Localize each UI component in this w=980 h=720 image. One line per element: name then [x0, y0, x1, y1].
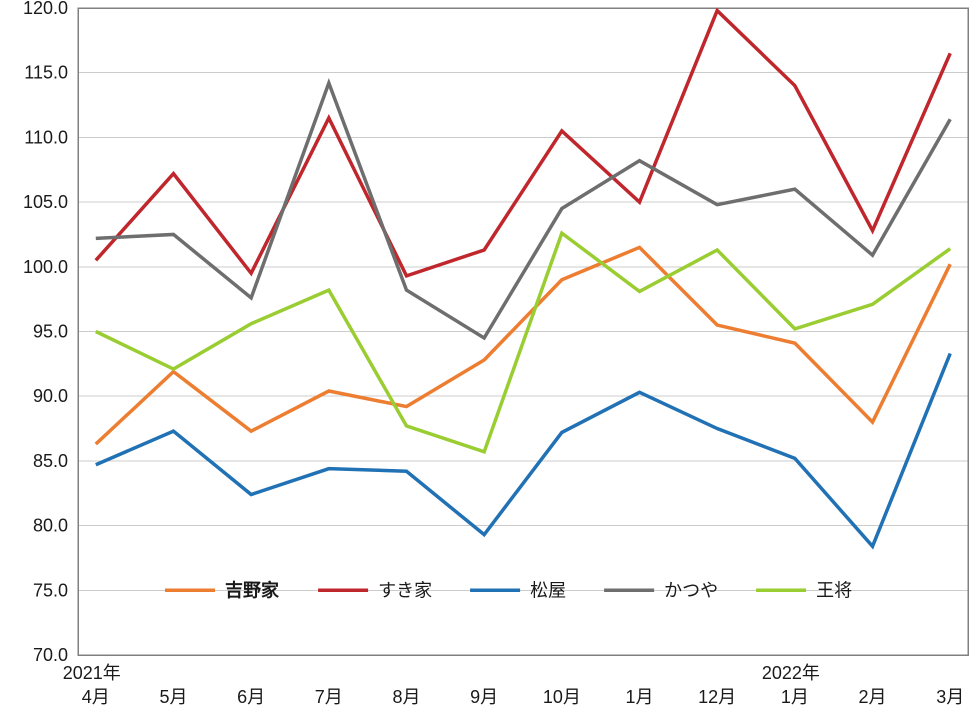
x-tick-label-month: 5月: [159, 687, 187, 707]
y-tick-label: 95.0: [33, 322, 68, 342]
x-tick-label-month: 1月: [781, 687, 809, 707]
x-tick-label-year: 2021年: [63, 663, 121, 683]
x-tick-label-month: 4月: [82, 687, 110, 707]
y-tick-label: 105.0: [23, 192, 68, 212]
legend-label: すき家: [378, 581, 432, 601]
y-tick-label: 85.0: [33, 451, 68, 471]
x-tick-label-month: 2月: [859, 687, 887, 707]
x-tick-label-month: 6月: [237, 687, 265, 707]
x-tick-label-month: 12月: [698, 687, 736, 707]
chart-canvas: 70.0 75.0 80.0 85.0 90.0 95.0 100.0 105.0 110.0 1…: [0, 0, 980, 720]
x-tick-label-month: 9月: [470, 687, 498, 707]
legend-label: 王将: [816, 581, 852, 601]
x-tick-label-month: 3月: [936, 687, 964, 707]
x-tick-label-month: 10月: [543, 687, 581, 707]
y-tick-label: 115.0: [24, 63, 68, 83]
x-tick-label-month: 8月: [392, 687, 420, 707]
legend-label: 吉野家: [225, 580, 280, 601]
y-tick-label: 70.0: [33, 645, 68, 665]
y-tick-label: 75.0: [33, 580, 68, 600]
y-tick-label: 80.0: [33, 516, 68, 536]
line-chart: 70.0 75.0 80.0 85.0 90.0 95.0 100.0 105.0 110.0 1…: [0, 0, 980, 720]
y-tick-label: 100.0: [23, 257, 68, 277]
y-tick-label: 110.0: [24, 127, 68, 147]
y-tick-label: 90.0: [33, 386, 68, 406]
y-tick-label: 120.0: [23, 0, 68, 18]
legend-label: 松屋: [530, 581, 566, 601]
x-tick-label-month: 7月: [315, 687, 343, 707]
x-tick-label-year: 2022年: [762, 663, 820, 683]
legend-label: かつや: [664, 581, 718, 601]
x-tick-label-month: 1月: [626, 687, 654, 707]
